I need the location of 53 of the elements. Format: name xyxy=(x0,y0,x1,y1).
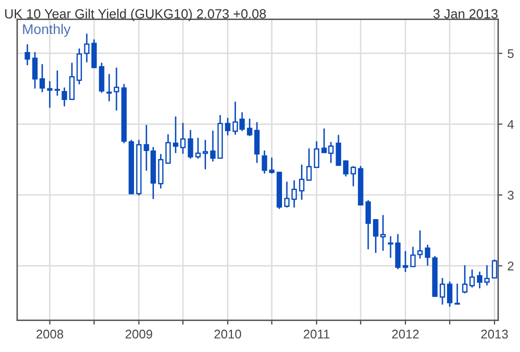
annotation: Monthly xyxy=(23,24,71,37)
candlestick xyxy=(343,160,348,177)
candlestick xyxy=(54,70,60,96)
x-tick-label: 2008 xyxy=(36,330,64,339)
y-tick-label: 2 xyxy=(508,262,514,270)
candlestick xyxy=(62,87,68,106)
candlestick xyxy=(202,140,208,170)
candlestick xyxy=(40,64,45,92)
candlestick xyxy=(469,269,475,288)
candlestick xyxy=(291,180,297,208)
candlestick xyxy=(306,148,312,181)
x-tick-label: 2013 xyxy=(481,330,508,339)
y-tick-label: 3 xyxy=(508,190,514,200)
candlestick xyxy=(365,200,371,250)
candlestick xyxy=(380,214,386,251)
chart-subtitle: 3 Jan 2013 xyxy=(433,9,498,18)
y-tick-label: 4 xyxy=(507,120,514,129)
candlestick xyxy=(410,246,416,268)
candlestick xyxy=(350,166,356,186)
candlestick xyxy=(299,164,304,200)
candlestick xyxy=(188,130,194,159)
candlestick xyxy=(454,284,460,305)
candlestick xyxy=(84,34,90,63)
candlestick xyxy=(269,157,274,174)
candlestick xyxy=(195,138,201,159)
chart-title: UK 10 Year Gilt Yield (GUKG10) 2.073 +0.08 xyxy=(5,8,266,22)
candlestick xyxy=(492,259,498,279)
x-tick-label: 2011 xyxy=(304,330,330,339)
y-tick-label: 5 xyxy=(508,49,514,58)
candlestick xyxy=(462,265,468,294)
candlestick xyxy=(402,250,408,272)
candlestick xyxy=(440,278,446,305)
x-tick-label: 2009 xyxy=(126,330,152,339)
candlestick xyxy=(373,219,378,254)
x-tick-label: 2010 xyxy=(214,330,242,339)
candlestick xyxy=(314,141,320,168)
candlestick xyxy=(210,130,216,162)
x-tick-label: 2012 xyxy=(392,330,419,339)
candlestick xyxy=(106,74,112,102)
candlestick xyxy=(284,182,290,208)
candlestick xyxy=(69,62,75,100)
candlestick xyxy=(336,134,342,166)
candlestick xyxy=(476,271,482,288)
candlestick xyxy=(484,265,490,286)
candlestick xyxy=(24,44,30,66)
candlestick xyxy=(165,134,171,164)
candlestick xyxy=(114,68,120,111)
candlestick xyxy=(417,230,423,259)
candlestick xyxy=(32,52,38,89)
candlestick xyxy=(225,118,230,136)
candlestick xyxy=(447,281,452,307)
candlestick xyxy=(47,80,52,108)
candlestick xyxy=(262,150,268,174)
